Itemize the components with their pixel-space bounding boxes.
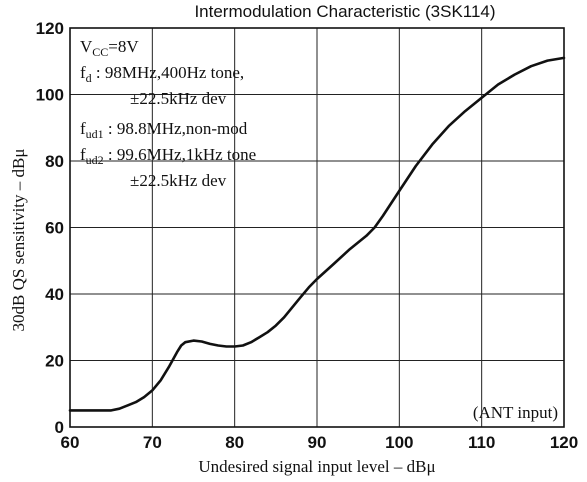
conditions-note: VCC=8V fd : 98MHz,400Hz tone, ±22.5kHz d… — [80, 37, 256, 190]
x-tick-label: 100 — [385, 433, 413, 452]
y-tick-label: 80 — [45, 152, 64, 171]
plot-frame — [69, 27, 565, 428]
x-axis-label: Undesired signal input level – dBμ — [198, 457, 435, 476]
y-tick-label: 40 — [45, 285, 64, 304]
y-tick-label: 60 — [45, 219, 64, 238]
x-tick-label: 110 — [468, 433, 495, 452]
grid-lines — [70, 28, 564, 427]
x-tick-labels: 60 70 80 90 100 110 120 — [61, 433, 579, 452]
y-tick-label: 20 — [45, 352, 64, 371]
x-tick-label: 90 — [308, 433, 327, 452]
x-tick-label: 120 — [550, 433, 578, 452]
fud2-note: fud2 : 99.6MHz,1kHz tone — [80, 145, 256, 167]
sensitivity-curve — [68, 56, 566, 412]
chart-title: Intermodulation Characteristic (3SK114) — [194, 2, 495, 21]
y-tick-label: 120 — [36, 19, 64, 38]
fud2-deviation-note: ±22.5kHz dev — [130, 171, 227, 190]
y-tick-label: 100 — [36, 86, 64, 105]
vcc-note: VCC=8V — [80, 37, 139, 59]
x-tick-label: 70 — [143, 433, 162, 452]
ant-input-label: (ANT input) — [473, 403, 558, 422]
y-tick-labels: 0 20 40 60 80 100 120 — [36, 19, 64, 437]
x-tick-label: 60 — [61, 433, 80, 452]
y-axis-label: 30dB QS sensitivity – dBμ — [9, 149, 28, 332]
fud1-note: fud1 : 98.8MHz,non-mod — [80, 119, 248, 141]
y-tick-label: 0 — [55, 418, 64, 437]
x-tick-label: 80 — [225, 433, 244, 452]
fd-note: fd : 98MHz,400Hz tone, — [80, 63, 244, 85]
fd-deviation-note: ±22.5kHz dev — [130, 89, 227, 108]
